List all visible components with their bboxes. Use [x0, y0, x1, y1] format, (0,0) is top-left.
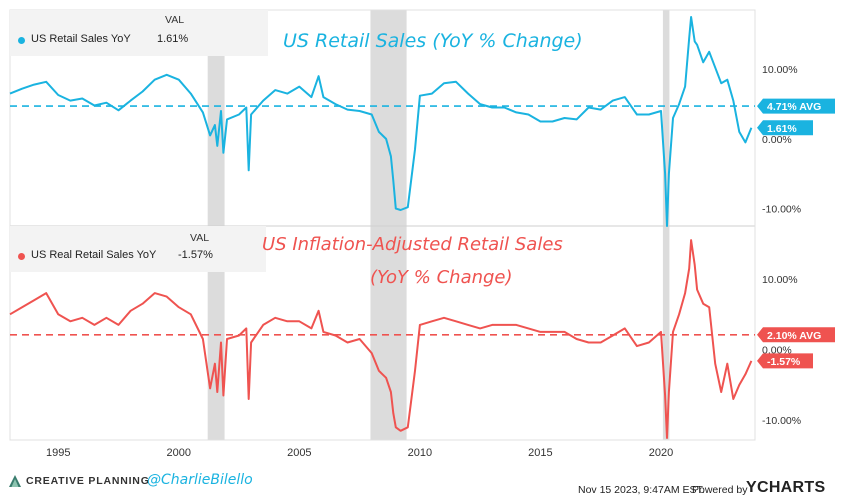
x-tick-label-3: 2010 — [408, 447, 432, 459]
legend-bottom-marker — [18, 253, 25, 260]
footer-powered-by: Powered by — [692, 484, 748, 496]
legend-bottom-series-name: US Real Retail Sales YoY — [31, 249, 157, 261]
legend-bottom-header: VAL — [190, 232, 210, 244]
legend-top: VAL US Retail Sales YoY 1.61% — [10, 10, 268, 56]
plot-area-border — [9, 9, 756, 441]
last-value-tag-0 — [757, 120, 813, 136]
recession-band-0-2 — [662, 10, 670, 226]
y-tick-label-1-2: -10.00% — [762, 415, 801, 427]
ycharts-logo: YCHARTS — [746, 479, 825, 497]
x-tick-label-0: 1995 — [46, 447, 70, 459]
average-tag-label-1: 2.10% AVG — [767, 330, 821, 342]
legend-bottom-series-value: -1.57% — [178, 249, 213, 261]
recession-band-0-0 — [207, 10, 225, 226]
chart-top-title: US Retail Sales (YoY % Change) — [283, 30, 583, 52]
x-tick-label-4: 2015 — [528, 447, 552, 459]
y-tick-label-0-1: 0.00% — [762, 134, 792, 146]
last-value-tag-1 — [757, 353, 813, 369]
average-lines — [10, 105, 755, 336]
y-tick-label-0-0: 10.00% — [762, 64, 798, 76]
chart-bottom-title-line-1: US Inflation-Adjusted Retail Sales — [262, 234, 563, 255]
recession-shading — [207, 10, 670, 440]
series-line-1 — [9, 239, 753, 439]
ycharts-logo-text: YCHARTS — [746, 479, 826, 496]
y-tick-label-1-0: 10.00% — [762, 274, 798, 286]
footer-brand: CREATIVE PLANNING — [8, 474, 150, 488]
last-value-tag-label-0: 1.61% — [767, 123, 797, 135]
legend-top-marker — [18, 37, 25, 44]
legend-top-header: VAL — [165, 14, 185, 26]
x-tick-label-1: 2000 — [167, 447, 191, 459]
recession-band-1-1 — [370, 226, 407, 440]
average-tag-label-0: 4.71% AVG — [767, 101, 821, 113]
x-tick-label-2: 2005 — [287, 447, 311, 459]
y-tick-label-0-2: -10.00% — [762, 204, 801, 216]
average-tag-1 — [757, 327, 835, 343]
chart-bottom-title-line-2: (YoY % Change) — [370, 267, 513, 288]
recession-band-0-1 — [370, 10, 407, 226]
recession-band-1-0 — [207, 226, 225, 440]
series-line-0 — [9, 16, 753, 227]
last-value-tag-label-1: -1.57% — [767, 356, 801, 368]
footer-timestamp: Nov 15 2023, 9:47AM EST. — [578, 484, 705, 496]
value-tags: 4.71% AVG 1.61% 2.10% AVG -1.57% — [757, 98, 835, 369]
recession-band-1-2 — [662, 226, 670, 440]
legend-top-series-name: US Retail Sales YoY — [31, 33, 131, 45]
x-tick-label-5: 2020 — [649, 447, 673, 459]
legend-top-series-value: 1.61% — [157, 33, 189, 45]
average-tag-0 — [757, 98, 835, 114]
footer-handle: @CharlieBilello — [147, 472, 253, 488]
series-lines — [9, 16, 753, 439]
brand-name: CREATIVE PLANNING — [26, 475, 150, 487]
legend-bottom: VAL US Real Retail Sales YoY -1.57% — [10, 226, 266, 272]
creative-planning-logo-icon — [9, 475, 21, 487]
